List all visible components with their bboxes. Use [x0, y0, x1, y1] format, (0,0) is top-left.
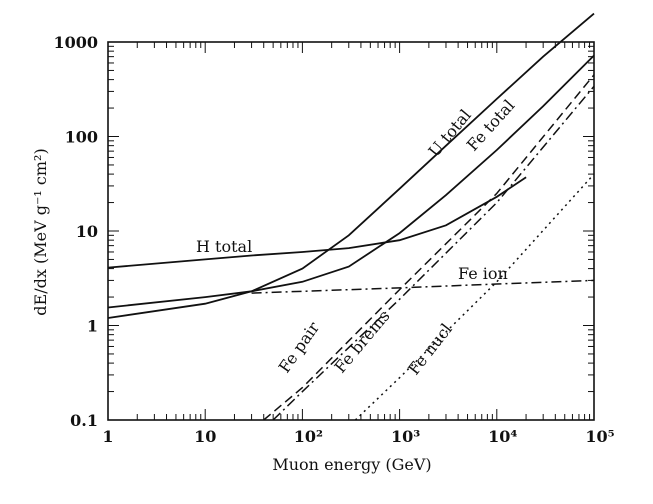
curve-label-fe-ion: Fe ion — [458, 264, 508, 283]
y-tick-label: 1 — [87, 317, 98, 336]
curve-labels: H total U total Fe total Fe ion Fe pair … — [196, 96, 518, 379]
axis-ticks — [107, 42, 594, 421]
curve-label-h-total: H total — [196, 237, 252, 256]
series-curves — [107, 12, 595, 421]
x-tick-label: 1 — [102, 427, 113, 446]
x-tick-label: 10² — [294, 427, 323, 446]
x-tick-labels: 1 10 10² 10³ 10⁴ 10⁵ — [102, 427, 614, 446]
x-tick-label: 10³ — [391, 427, 420, 446]
series-line-fe-pair — [263, 74, 595, 421]
y-tick-label: 10 — [76, 222, 98, 241]
y-tick-label: 100 — [65, 128, 98, 147]
series-line-fe-brems — [272, 85, 595, 421]
x-tick-label: 10 — [194, 427, 216, 446]
x-tick-label: 10⁴ — [488, 427, 517, 446]
curve-label-fe-pair: Fe pair — [275, 318, 324, 376]
y-tick-label: 1000 — [53, 33, 98, 52]
x-axis-title: Muon energy (GeV) — [272, 455, 431, 474]
series-line-fe-ion — [251, 279, 595, 294]
series-line-fe-nucl — [354, 173, 595, 421]
curve-label-u-total: U total — [425, 106, 475, 161]
curve-label-fe-nucl: Fe nucl — [404, 320, 456, 379]
y-axis-title: dE/dx (MeV g⁻¹ cm²) — [31, 148, 50, 315]
series-line-h-total — [107, 176, 527, 269]
series-line-fe-total — [107, 54, 595, 309]
curve-label-fe-brems: Fe brems — [331, 306, 394, 376]
x-tick-label: 10⁵ — [585, 427, 614, 446]
y-tick-label: 0.1 — [70, 411, 98, 430]
plot-frame — [107, 41, 595, 421]
series-line-u-total — [107, 12, 595, 319]
y-tick-labels: 0.1 1 10 100 1000 — [53, 33, 98, 430]
